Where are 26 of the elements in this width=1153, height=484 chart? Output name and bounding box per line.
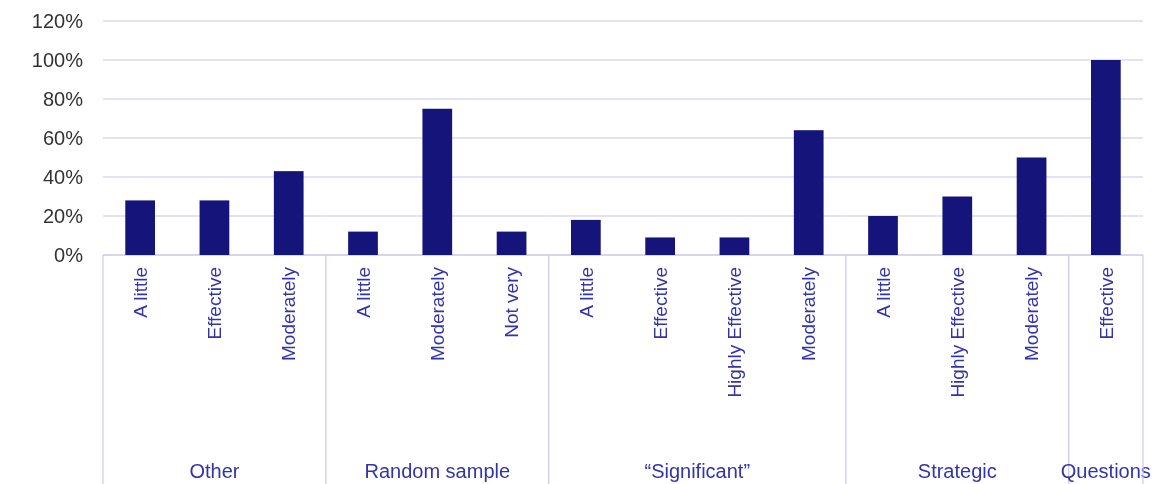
x-tick-label: A little (352, 267, 374, 318)
y-tick-label: 120% (31, 10, 84, 32)
x-axis-title: Other (189, 460, 240, 482)
x-tick-label: Not very (501, 266, 523, 338)
y-tick-label: 0% (54, 244, 84, 266)
x-tick-label: Moderately (1021, 266, 1043, 361)
x-tick-label: Effective (649, 267, 671, 340)
y-tick-label: 80% (42, 88, 84, 110)
x-tick-label: Highly Effective (724, 267, 746, 398)
x-tick-label: Moderately (798, 266, 820, 361)
x-axis-title: Strategic (917, 460, 997, 482)
x-axis-title: Random sample (364, 460, 511, 482)
y-tick-label: 20% (42, 205, 84, 227)
x-axis-title: Questions (1060, 460, 1151, 482)
x-axis-title: “Significant” (644, 460, 751, 482)
x-tick-label: Moderately (278, 266, 300, 361)
x-tick-label: Moderately (426, 266, 448, 361)
y-tick-label: 40% (42, 166, 84, 188)
x-tick-label: A little (575, 267, 597, 318)
x-tick-label: Effective (204, 267, 226, 340)
x-tick-label: Highly Effective (946, 267, 968, 398)
x-tick-label: A little (872, 267, 894, 318)
y-tick-label: 100% (31, 49, 84, 71)
x-tick-label: Effective (1095, 267, 1117, 340)
y-tick-label: 60% (42, 127, 84, 149)
x-tick-label: A little (129, 267, 151, 318)
